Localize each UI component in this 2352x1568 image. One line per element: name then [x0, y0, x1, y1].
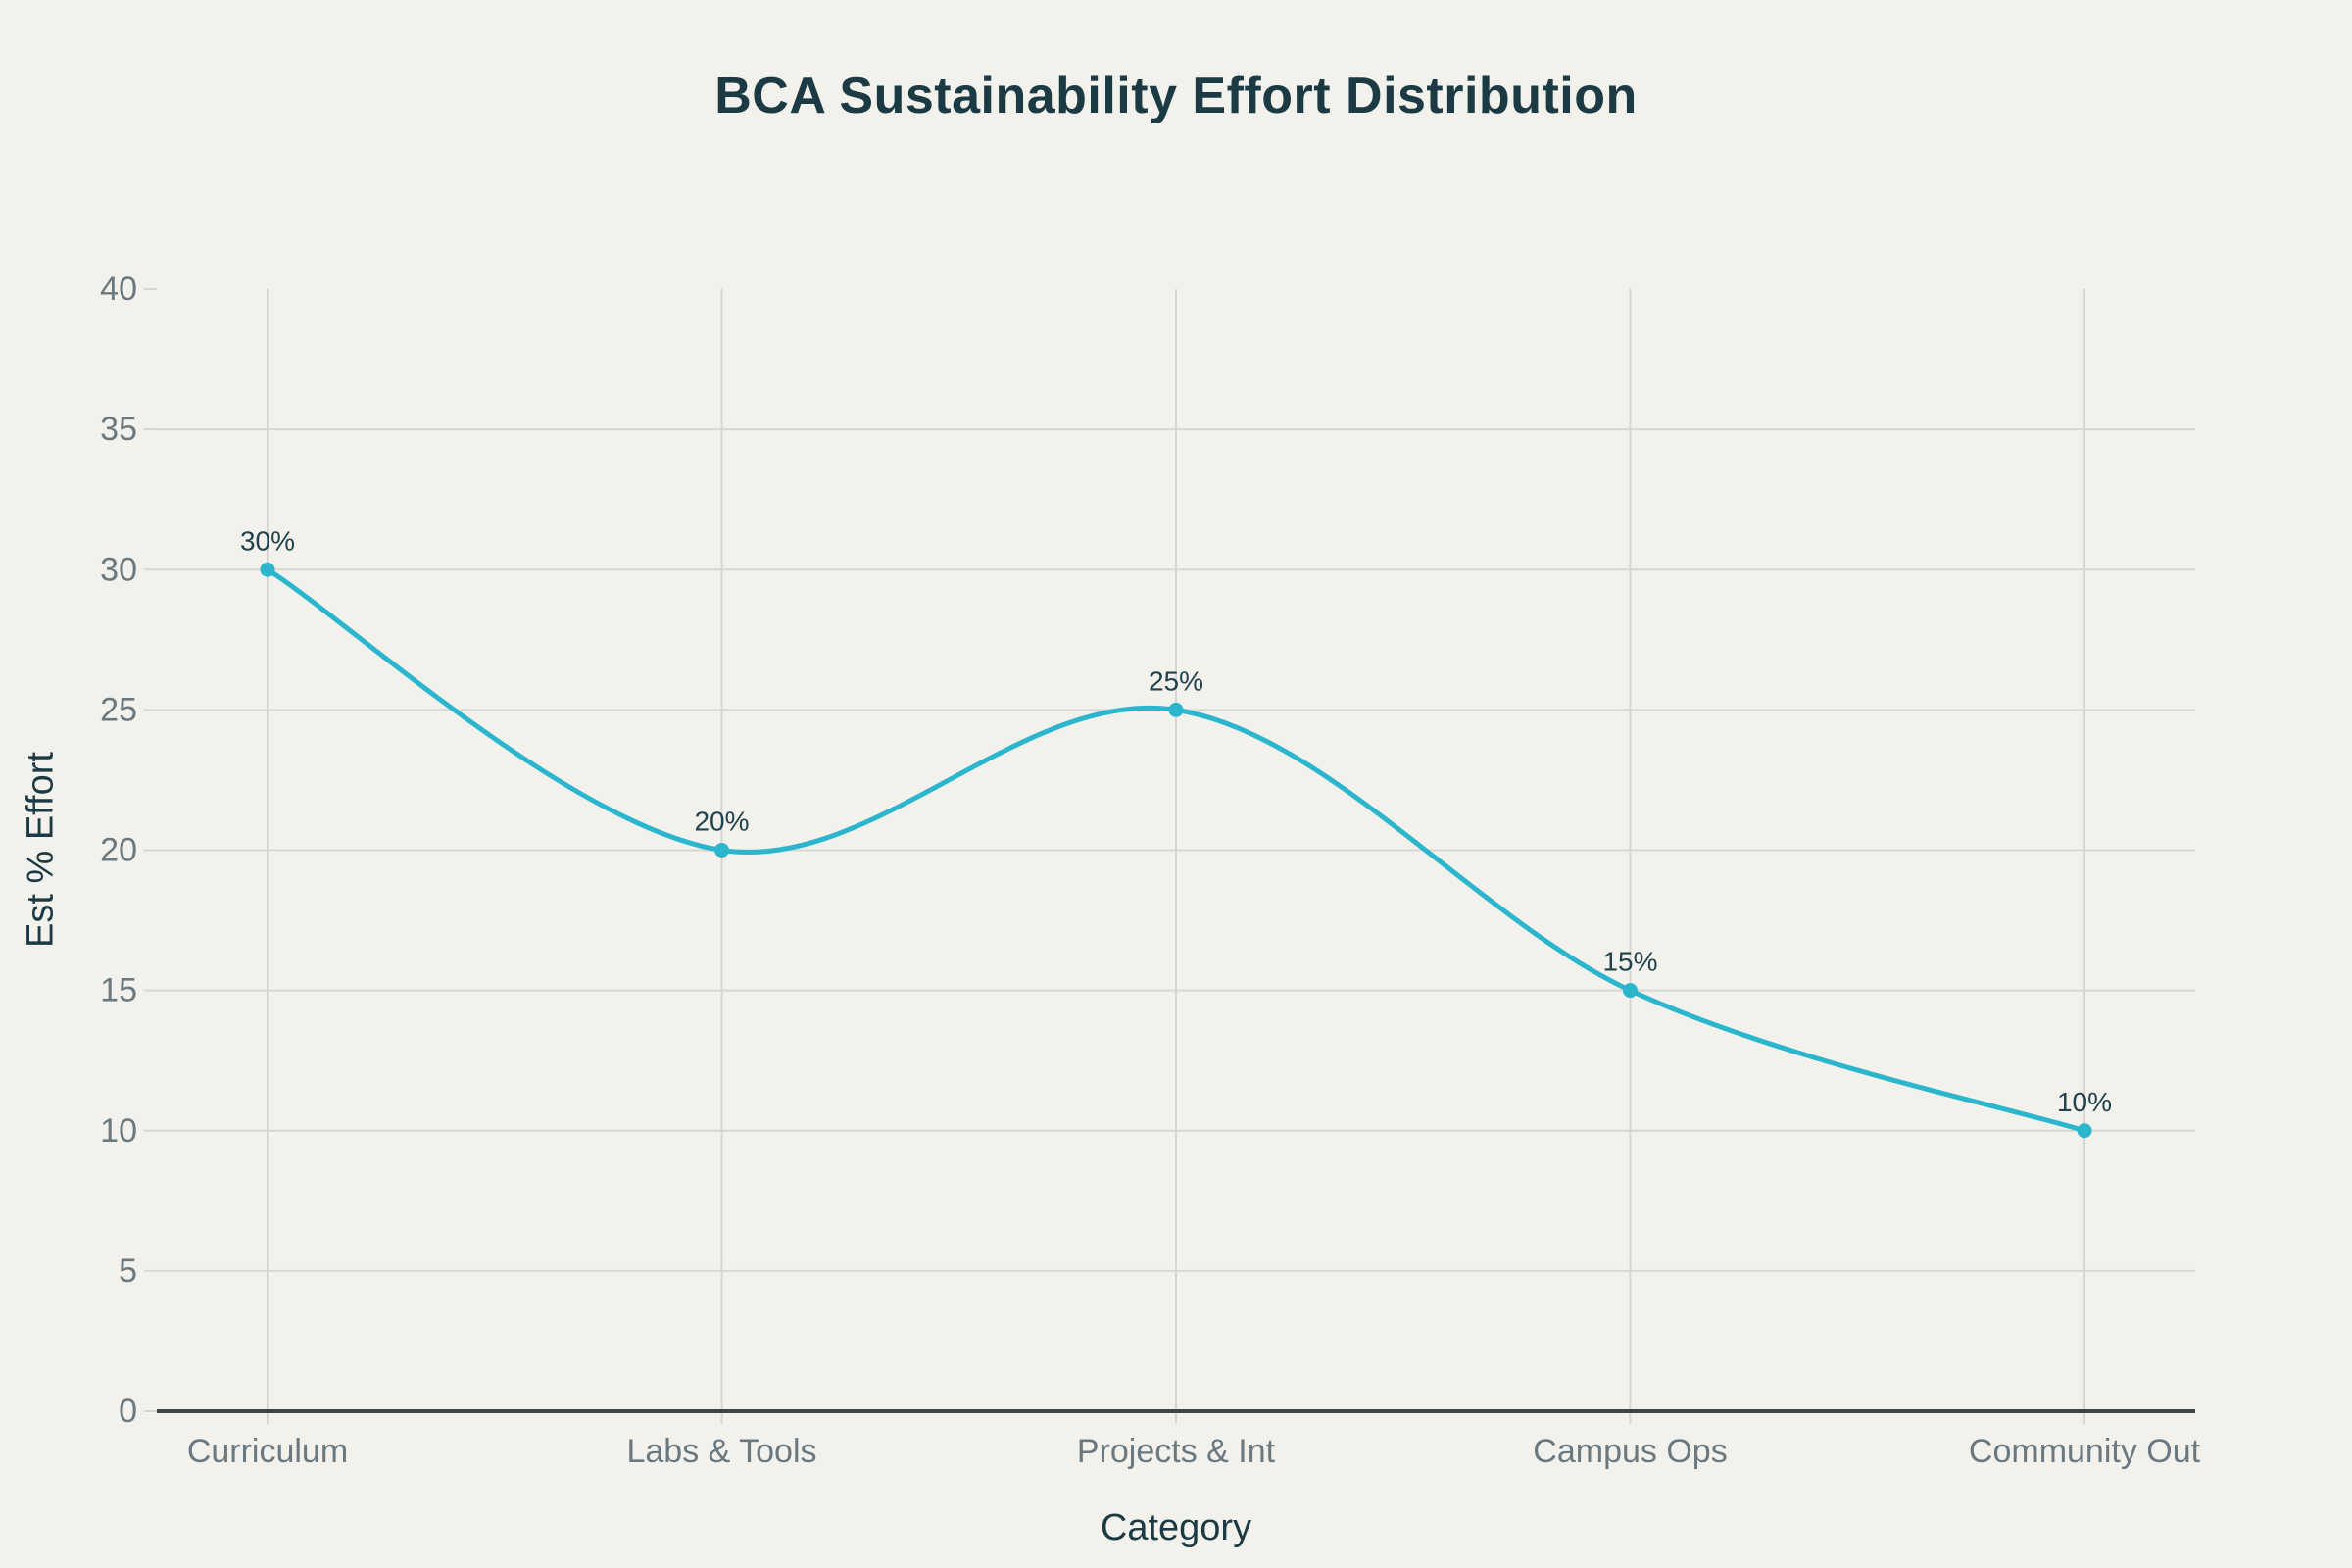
data-point-label: 20%	[694, 807, 749, 837]
chart-title: BCA Sustainability Effort Distribution	[714, 68, 1638, 124]
y-tick-label: 15	[100, 972, 137, 1009]
data-point-marker	[1168, 702, 1184, 717]
y-tick-label: 35	[100, 411, 137, 448]
y-tick-label: 25	[100, 691, 137, 728]
y-tick-label: 20	[100, 832, 137, 869]
data-point-label: 15%	[1602, 947, 1657, 977]
data-point-label: 30%	[240, 525, 295, 556]
x-tick-label: Community Out	[1969, 1433, 2201, 1470]
data-point-marker	[260, 562, 275, 577]
x-axis-title: Category	[1100, 1507, 1252, 1548]
data-point-marker	[2077, 1123, 2092, 1139]
data-point-marker	[714, 843, 729, 858]
data-point-label: 10%	[2057, 1087, 2112, 1117]
y-axis-title: Est % Effort	[20, 752, 62, 948]
x-tick-label: Labs & Tools	[626, 1433, 816, 1470]
data-point-marker	[1623, 983, 1638, 999]
y-tick-label: 5	[119, 1252, 137, 1290]
y-tick-label: 40	[100, 270, 137, 308]
x-tick-label: Projects & Int	[1077, 1433, 1276, 1470]
x-tick-label: Curriculum	[187, 1433, 348, 1470]
y-tick-label: 0	[119, 1393, 137, 1430]
y-tick-label: 10	[100, 1112, 137, 1150]
y-tick-label: 30	[100, 551, 137, 588]
x-tick-label: Campus Ops	[1533, 1433, 1727, 1470]
data-point-label: 25%	[1149, 665, 1203, 696]
